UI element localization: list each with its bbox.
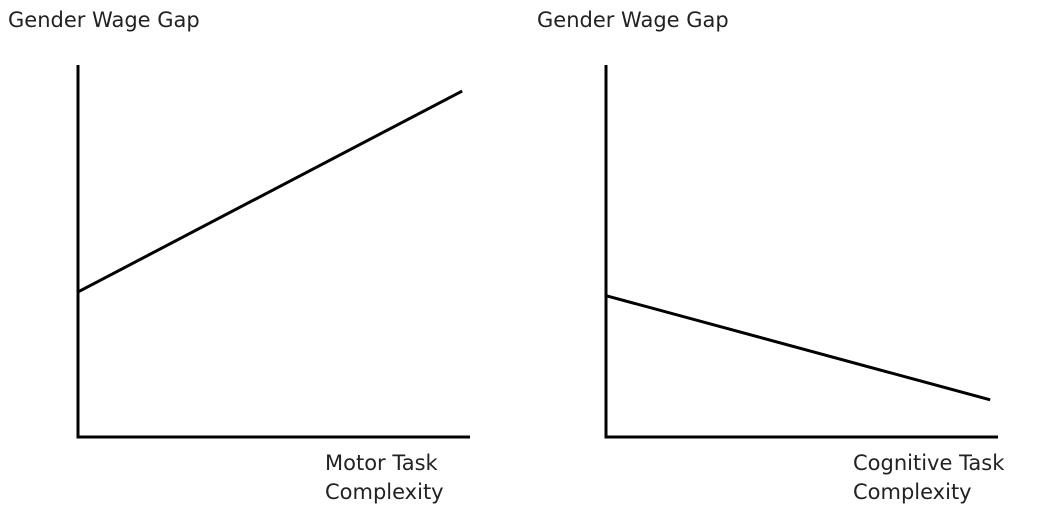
- x-axis-label: Complexity: [325, 480, 444, 504]
- trend-line: [77, 89, 463, 294]
- y-axis-label: Gender Wage Gap: [8, 8, 200, 32]
- y-axis-label: Gender Wage Gap: [537, 8, 729, 32]
- x-axis-label: Complexity: [853, 480, 972, 504]
- trend-line: [605, 294, 991, 402]
- x-axis-label: Cognitive Task: [853, 451, 1005, 475]
- x-axis-label: Motor Task: [325, 451, 439, 475]
